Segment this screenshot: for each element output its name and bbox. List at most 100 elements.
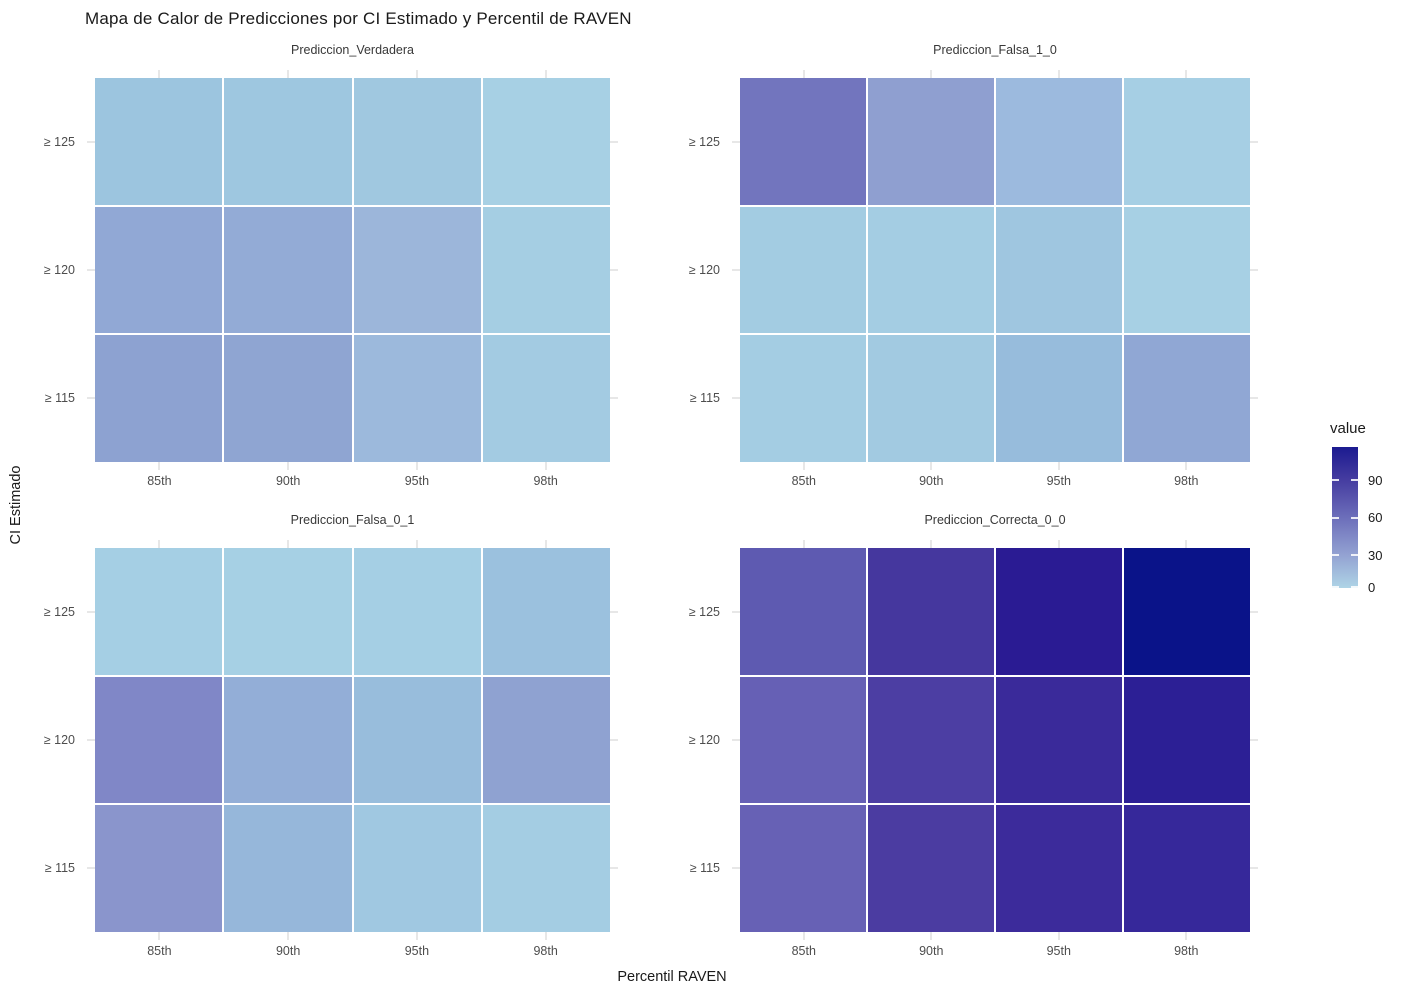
y-tick-label: ≥ 125 xyxy=(688,135,720,149)
gridline-stub xyxy=(610,397,618,399)
gridline-stub xyxy=(732,141,740,143)
plot-title: Mapa de Calor de Predicciones por CI Est… xyxy=(85,9,632,28)
gridline-stub xyxy=(158,462,161,470)
gridline-stub xyxy=(1250,611,1258,613)
legend-tick xyxy=(1351,554,1358,556)
gridline-stub xyxy=(1185,540,1188,548)
heatmap-cell xyxy=(353,206,481,334)
heatmap-cell xyxy=(868,335,994,462)
gridline-stub xyxy=(930,932,933,940)
heatmap-cell xyxy=(95,805,223,932)
x-tick-label: 98th xyxy=(1174,944,1199,958)
gridline-stub xyxy=(158,932,161,940)
gridline-stub xyxy=(930,462,933,470)
gridline-stub xyxy=(1185,70,1188,78)
gridline-stub xyxy=(732,739,740,741)
heatmap-cell xyxy=(868,78,994,205)
gridline-stub xyxy=(1250,867,1258,869)
heatmap-cell xyxy=(224,805,352,932)
gridline-stub xyxy=(158,540,161,548)
x-tick-label: 95th xyxy=(404,944,430,958)
heatmap-cell xyxy=(224,676,352,804)
heatmap-cell xyxy=(996,805,1122,932)
y-tick-label: ≥ 125 xyxy=(43,605,75,619)
heatmap-cell xyxy=(996,78,1122,205)
y-tick-label: ≥ 115 xyxy=(44,391,75,405)
gridline-stub xyxy=(287,932,290,940)
heatmap-cell xyxy=(996,335,1122,462)
heatmap-cell xyxy=(868,548,994,675)
x-tick-label: 85th xyxy=(791,474,816,488)
heatmap-cell xyxy=(996,548,1122,675)
heatmap-cell xyxy=(482,676,610,804)
y-tick-label: ≥ 115 xyxy=(44,861,75,875)
gridline-stub xyxy=(1250,739,1258,741)
gridline-stub xyxy=(610,269,618,271)
x-tick-label: 90th xyxy=(275,944,301,958)
legend-tick-label: 30 xyxy=(1368,547,1383,563)
gridline-stub xyxy=(732,269,740,271)
x-tick-label: 90th xyxy=(919,474,944,488)
heatmap-cell xyxy=(95,548,223,675)
heatmap-cell xyxy=(740,548,866,675)
y-tick-label: ≥ 120 xyxy=(688,263,720,277)
legend-tick xyxy=(1351,586,1358,588)
gridline-stub xyxy=(87,397,95,399)
gridline-stub xyxy=(87,269,95,271)
heatmap-panel xyxy=(740,548,1250,932)
y-tick-label: ≥ 125 xyxy=(688,605,720,619)
gridline-stub xyxy=(287,540,290,548)
x-tick-label: 85th xyxy=(147,944,172,958)
heatmap-cell xyxy=(740,335,866,462)
facet-strip-title: Prediccion_Falsa_1_0 xyxy=(933,43,1057,57)
heatmap-cell xyxy=(95,78,223,205)
gridline-stub xyxy=(415,70,418,78)
heatmap-cell xyxy=(353,805,481,932)
gridline-stub xyxy=(802,70,805,78)
heatmap-cell xyxy=(353,676,481,804)
x-tick-label: 98th xyxy=(1174,474,1199,488)
heatmap-panel xyxy=(740,78,1250,462)
gridline-stub xyxy=(1057,70,1060,78)
heatmap-cell xyxy=(224,548,352,675)
legend-tick-label: 90 xyxy=(1368,472,1383,488)
heatmap-cell xyxy=(95,335,223,462)
heatmap-cell xyxy=(353,548,481,675)
y-tick-label: ≥ 120 xyxy=(688,733,720,747)
gridline-stub xyxy=(87,739,95,741)
legend-tick xyxy=(1332,554,1339,556)
gridline-stub xyxy=(1185,462,1188,470)
heatmap-cell xyxy=(996,676,1122,804)
gridline-stub xyxy=(287,462,290,470)
gridline-stub xyxy=(415,932,418,940)
x-axis-title: Percentil RAVEN xyxy=(617,969,727,985)
heatmap-cell xyxy=(95,206,223,334)
heatmap-cell xyxy=(482,335,610,462)
facet-strip-title: Prediccion_Correcta_0_0 xyxy=(924,513,1066,527)
gridline-stub xyxy=(802,932,805,940)
gridline-stub xyxy=(544,932,547,940)
heatmap-cell xyxy=(740,78,866,205)
gridline-stub xyxy=(544,70,547,78)
gridline-stub xyxy=(1057,932,1060,940)
gridline-stub xyxy=(802,540,805,548)
heatmap-cell xyxy=(740,676,866,804)
heatmap-cell xyxy=(1124,206,1250,334)
heatmap-cell xyxy=(868,805,994,932)
y-axis-title: CI Estimado xyxy=(8,465,24,545)
gridline-stub xyxy=(87,611,95,613)
legend-tick-label: 0 xyxy=(1368,579,1376,595)
heatmap-cell xyxy=(353,78,481,205)
y-tick-label: ≥ 115 xyxy=(689,861,720,875)
gridline-stub xyxy=(415,462,418,470)
x-tick-label: 90th xyxy=(919,944,944,958)
heatmap-cell xyxy=(482,78,610,205)
gridline-stub xyxy=(1057,540,1060,548)
x-tick-label: 98th xyxy=(533,944,558,958)
legend-title: value xyxy=(1330,420,1366,437)
heatmap-cell xyxy=(868,676,994,804)
legend-tick-label: 60 xyxy=(1368,510,1383,525)
heatmap-cell xyxy=(996,206,1122,334)
gridline-stub xyxy=(87,141,95,143)
heatmap-cell xyxy=(740,805,866,932)
